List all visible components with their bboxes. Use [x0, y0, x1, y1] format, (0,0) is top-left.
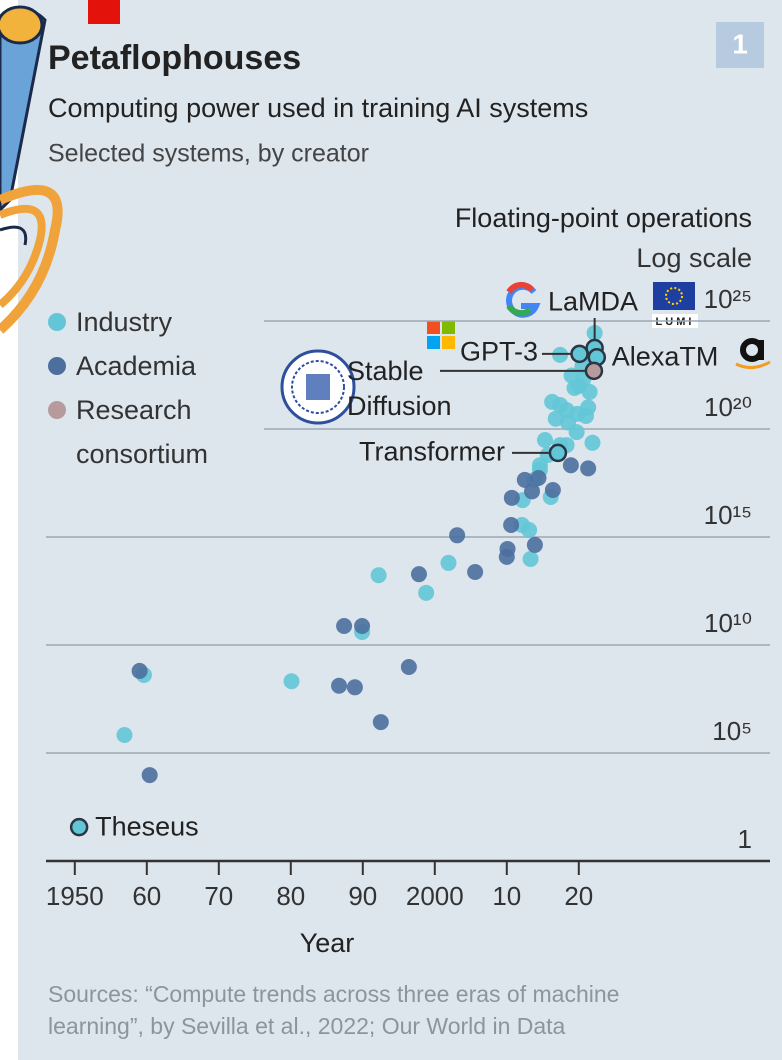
highlighted-point	[71, 819, 87, 835]
y-tick-label: 1	[738, 824, 752, 854]
chart-note: Selected systems, by creator	[48, 140, 369, 168]
data-point	[523, 551, 539, 567]
data-point	[521, 522, 537, 538]
scale-note: Log scale	[636, 243, 752, 273]
y-tick-label: 10¹⁰	[704, 608, 752, 638]
annotation-label: Transformer	[359, 434, 505, 469]
data-point	[504, 490, 520, 506]
page: 1 Petaflophouses Computing power used in…	[0, 0, 782, 1060]
legend-item: Research consortium	[44, 388, 244, 476]
y-tick-label: 10⁵	[712, 716, 752, 746]
data-point	[354, 618, 370, 634]
data-point	[571, 378, 587, 394]
data-point	[331, 678, 347, 694]
highlighted-point	[550, 445, 566, 461]
legend-item: Industry	[44, 300, 244, 344]
university-seal	[282, 351, 354, 423]
data-point	[449, 527, 465, 543]
data-point	[418, 585, 434, 601]
data-point	[584, 435, 600, 451]
data-point	[530, 470, 546, 486]
data-point	[548, 411, 564, 427]
annotation-label: AlexaTM	[612, 340, 719, 375]
legend-label: Academia	[76, 351, 196, 381]
data-point	[373, 714, 389, 730]
data-point	[580, 460, 596, 476]
y-tick-label: 10¹⁵	[704, 500, 752, 530]
data-point	[116, 727, 132, 743]
page-number: 1	[732, 28, 748, 59]
legend-marker	[48, 313, 66, 331]
legend: Industry Academia Research consortium	[44, 300, 264, 476]
highlighted-point	[572, 346, 588, 362]
x-tick-label: 80	[276, 881, 305, 911]
x-tick-label: 2000	[406, 881, 464, 911]
brand-bar	[88, 0, 120, 24]
annotation-label: Stable Diffusion	[347, 354, 477, 424]
data-point	[499, 549, 515, 565]
x-tick-label: 10	[492, 881, 521, 911]
data-point	[503, 517, 519, 533]
data-point	[336, 618, 352, 634]
chart-title: Petaflophouses	[48, 39, 301, 77]
highlighted-point	[586, 363, 602, 379]
x-axis-label: Year	[300, 928, 355, 958]
x-tick-label: 1950	[46, 881, 104, 911]
legend-label: Industry	[76, 307, 172, 337]
data-point	[467, 564, 483, 580]
eu-flag	[653, 282, 695, 310]
data-point	[411, 566, 427, 582]
y-tick-label: 10²⁵	[704, 284, 752, 314]
data-point	[563, 457, 579, 473]
data-point	[527, 537, 543, 553]
data-point	[580, 399, 596, 415]
annotation-label: Theseus	[95, 810, 199, 845]
lumi-text: LUMI	[656, 316, 695, 328]
legend-marker	[48, 401, 66, 419]
x-tick-label: 90	[348, 881, 377, 911]
data-point	[132, 663, 148, 679]
data-point	[142, 767, 158, 783]
legend-item: Academia	[44, 344, 244, 388]
data-point	[552, 397, 568, 413]
data-point	[440, 555, 456, 571]
source: Sources: “Compute trends across three er…	[48, 978, 688, 1042]
x-tick-label: 70	[204, 881, 233, 911]
data-point	[401, 659, 417, 675]
x-tick-label: 20	[564, 881, 593, 911]
data-point	[371, 567, 387, 583]
chart: 1 Petaflophouses Computing power used in…	[0, 0, 782, 1060]
data-point	[284, 673, 300, 689]
data-point	[537, 432, 553, 448]
y-tick-label: 10²⁰	[704, 392, 752, 422]
legend-marker	[48, 357, 66, 375]
annotation-label: LaMDA	[548, 285, 638, 320]
legend-label: Research consortium	[76, 395, 208, 469]
chart-subtitle: Computing power used in training AI syst…	[48, 93, 588, 123]
data-point	[347, 679, 363, 695]
y-axis-label: Floating-point operations	[455, 203, 752, 233]
x-tick-label: 60	[132, 881, 161, 911]
data-point	[545, 482, 561, 498]
